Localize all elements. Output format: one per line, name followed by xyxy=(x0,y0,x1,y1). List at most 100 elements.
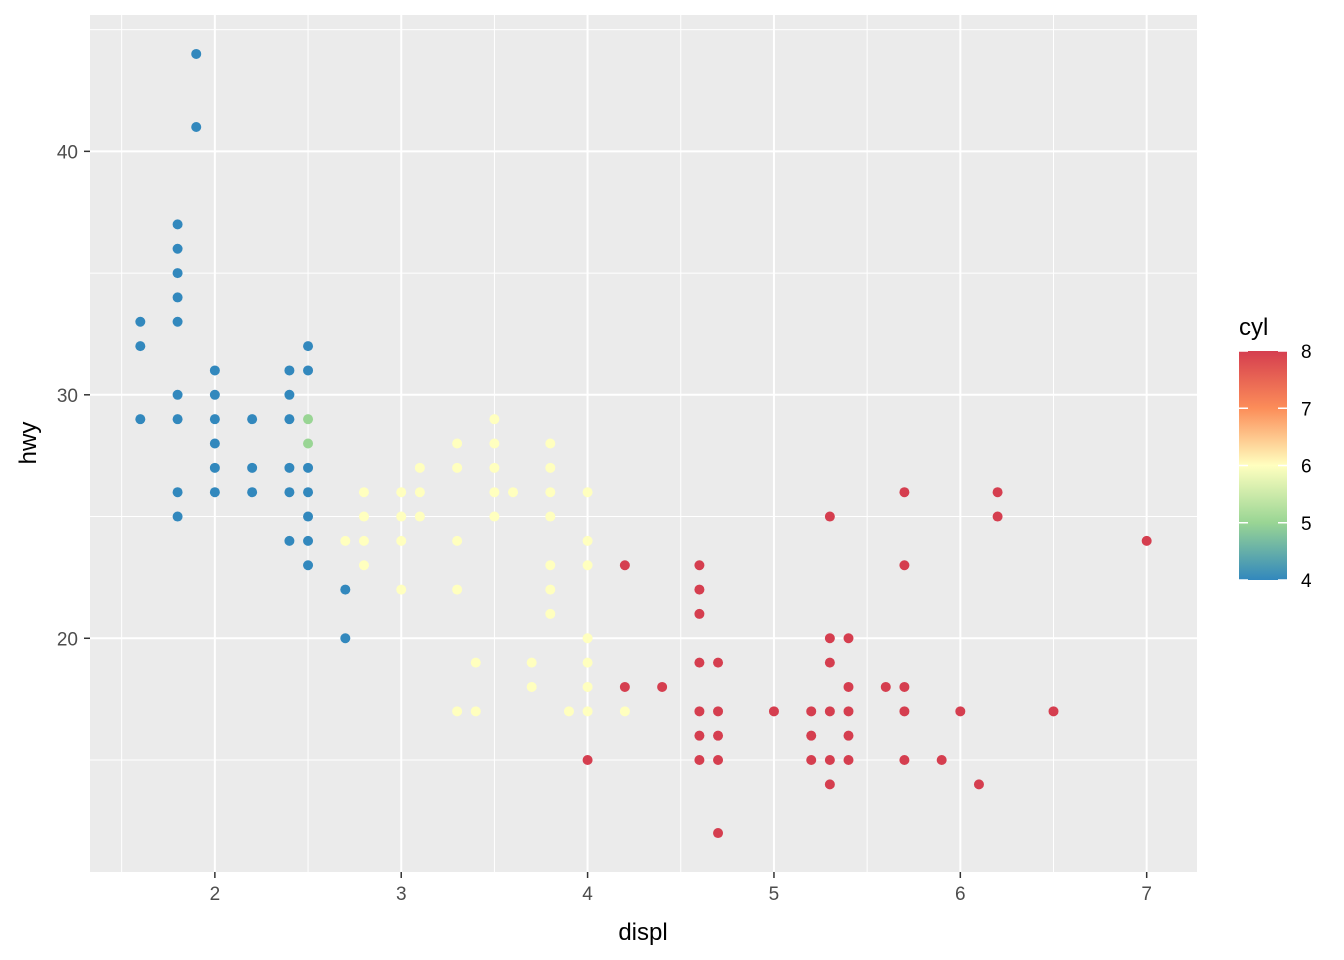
data-point xyxy=(899,706,910,717)
plot-panel xyxy=(90,15,1197,872)
y-tick-label: 30 xyxy=(57,386,78,407)
data-point xyxy=(209,487,220,498)
data-point xyxy=(284,535,295,546)
data-point xyxy=(545,584,556,595)
data-point xyxy=(135,341,146,352)
data-point xyxy=(414,511,425,522)
data-point xyxy=(694,755,705,766)
data-point xyxy=(582,560,593,571)
data-point xyxy=(209,414,220,425)
data-point xyxy=(303,511,314,522)
x-axis-title: displ xyxy=(618,919,667,946)
data-point xyxy=(414,487,425,498)
legend-tick-label: 4 xyxy=(1301,571,1312,592)
x-tick-label: 3 xyxy=(396,884,407,905)
data-point xyxy=(582,535,593,546)
data-point xyxy=(563,706,574,717)
y-tick-label: 40 xyxy=(57,142,78,163)
data-point xyxy=(806,730,817,741)
data-point xyxy=(303,462,314,473)
x-tick-label: 7 xyxy=(1141,884,1152,905)
data-point xyxy=(619,560,630,571)
data-point xyxy=(694,730,705,741)
color-legend: cyl 4 5 6 7 8 xyxy=(1239,314,1312,592)
data-point xyxy=(303,560,314,571)
data-point xyxy=(284,414,295,425)
data-point xyxy=(247,414,258,425)
data-point xyxy=(843,706,854,717)
data-point xyxy=(303,438,314,449)
data-point xyxy=(824,633,835,644)
data-point xyxy=(694,706,705,717)
data-point xyxy=(582,681,593,692)
data-point xyxy=(619,681,630,692)
data-point xyxy=(303,341,314,352)
data-point xyxy=(303,414,314,425)
data-point xyxy=(172,389,183,400)
data-point xyxy=(880,681,891,692)
data-point xyxy=(824,779,835,790)
data-point xyxy=(340,535,351,546)
data-point xyxy=(545,438,556,449)
data-point xyxy=(396,535,407,546)
legend-tick-label: 7 xyxy=(1301,399,1312,420)
data-point xyxy=(358,487,369,498)
data-point xyxy=(452,462,463,473)
data-point xyxy=(582,487,593,498)
data-point xyxy=(396,487,407,498)
data-point xyxy=(694,657,705,668)
data-point xyxy=(992,511,1003,522)
x-tick-label: 5 xyxy=(769,884,780,905)
data-point xyxy=(508,487,519,498)
data-point xyxy=(489,438,500,449)
data-point xyxy=(172,219,183,230)
data-point xyxy=(545,462,556,473)
data-point xyxy=(713,706,724,717)
data-point xyxy=(489,511,500,522)
legend-title: cyl xyxy=(1239,314,1268,341)
data-point xyxy=(172,316,183,327)
y-axis-title: hwy xyxy=(15,422,42,465)
data-point xyxy=(396,511,407,522)
data-point xyxy=(973,779,984,790)
data-point xyxy=(284,389,295,400)
data-point xyxy=(489,487,500,498)
data-point xyxy=(768,706,779,717)
data-point xyxy=(899,560,910,571)
data-point xyxy=(899,755,910,766)
data-point xyxy=(303,487,314,498)
data-point xyxy=(247,487,258,498)
data-point xyxy=(843,633,854,644)
data-point xyxy=(303,535,314,546)
data-point xyxy=(489,462,500,473)
data-point xyxy=(172,268,183,279)
data-point xyxy=(284,365,295,376)
data-point xyxy=(545,511,556,522)
data-point xyxy=(824,706,835,717)
legend-tick-label: 5 xyxy=(1301,514,1312,535)
data-point xyxy=(545,608,556,619)
legend-ticks: 4 5 6 7 8 xyxy=(1239,342,1312,592)
data-point xyxy=(713,657,724,668)
data-point xyxy=(135,316,146,327)
data-point xyxy=(452,535,463,546)
data-point xyxy=(358,511,369,522)
data-point xyxy=(582,633,593,644)
data-point xyxy=(135,414,146,425)
data-point xyxy=(209,365,220,376)
data-point xyxy=(470,657,481,668)
data-point xyxy=(172,511,183,522)
data-point xyxy=(843,730,854,741)
data-point xyxy=(806,706,817,717)
data-point xyxy=(936,755,947,766)
data-point xyxy=(452,706,463,717)
data-point xyxy=(172,487,183,498)
data-point xyxy=(470,706,481,717)
data-point xyxy=(657,681,668,692)
data-point xyxy=(545,560,556,571)
data-point xyxy=(992,487,1003,498)
data-point xyxy=(340,584,351,595)
x-tick-label: 6 xyxy=(955,884,966,905)
data-points xyxy=(135,48,1152,839)
